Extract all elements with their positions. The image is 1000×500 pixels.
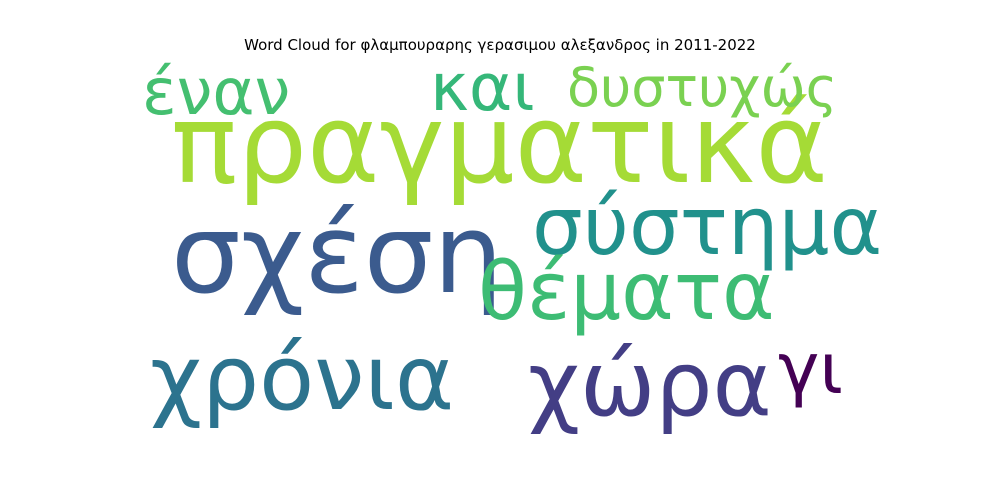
word-schesi: σχέση — [171, 190, 503, 318]
word-systima: σύστημα — [532, 180, 882, 273]
word-chora: χώρα — [528, 332, 772, 437]
word-themata: θέματα — [478, 245, 775, 338]
word-pragmatika: πραγματικά — [171, 80, 828, 208]
word-enan: έναν — [142, 56, 290, 130]
word-gi: γι — [778, 328, 843, 410]
word-dystychos: δυστυχώς — [567, 56, 837, 119]
word-chronia: χρόνια — [150, 326, 454, 431]
chart-title: Word Cloud for φλαμπουραρης γερασιμου αλ… — [244, 36, 756, 54]
word-kai: και — [430, 49, 535, 126]
